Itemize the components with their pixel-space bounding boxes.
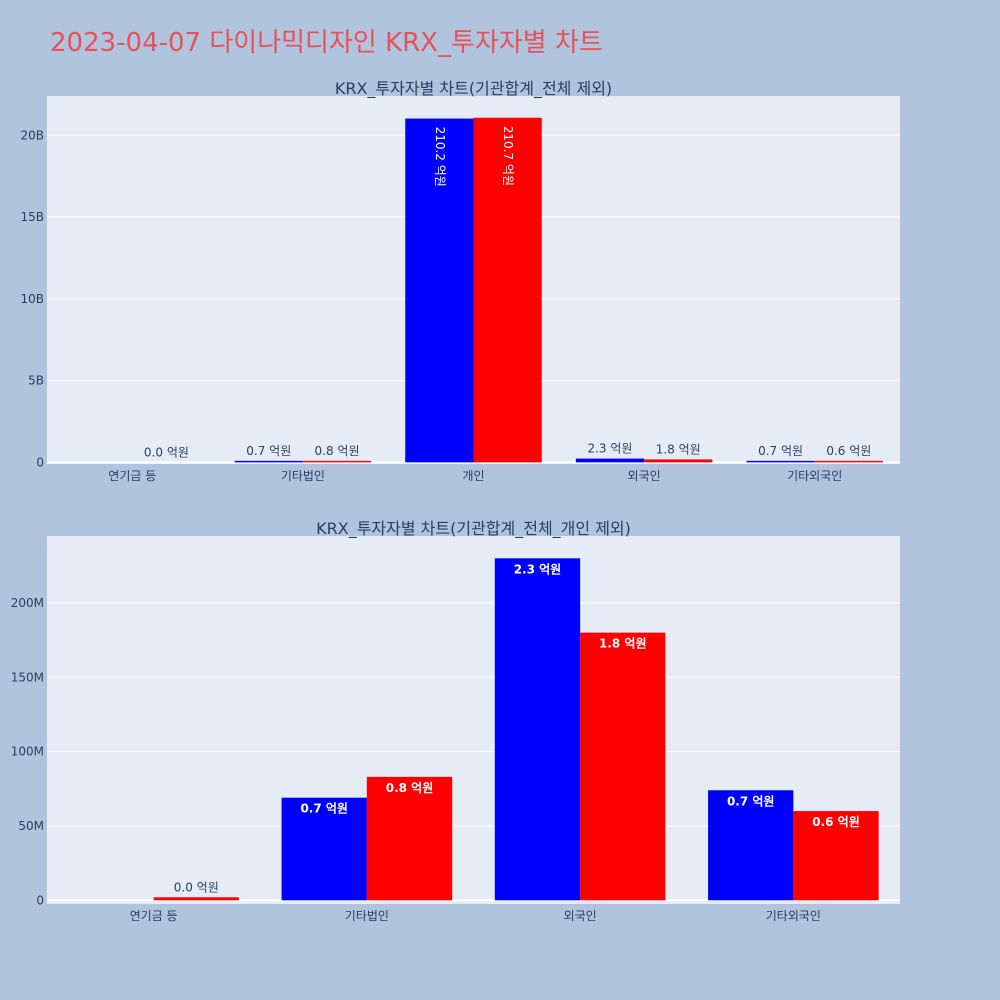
bar-sell: [580, 632, 666, 901]
y-tick-label: 0: [36, 455, 44, 469]
y-tick-label: 20B: [20, 128, 44, 142]
bar-sell: [153, 897, 239, 901]
bar-sell: [473, 117, 542, 463]
bar-label: 2.3 억원: [514, 562, 562, 576]
bar-label: 0.7 억원: [727, 794, 775, 808]
bar-sell: [366, 776, 453, 901]
chart-bottom-investor-excl-individual: KRX_투자자별 차트(기관합계_전체_개인 제외) 0 50M 100M 150M 20…: [11, 519, 900, 923]
bar-buy: [281, 797, 367, 901]
bar-label: 0.8 억원: [386, 781, 434, 795]
bar-sell: [302, 460, 372, 463]
y-tick-label: 15B: [20, 210, 44, 224]
bar-label: 1.8 억원: [656, 442, 701, 456]
y-tick-label: 150M: [11, 670, 44, 684]
x-tick-label: 외국인: [628, 469, 661, 483]
bar-label: 0.0 억원: [174, 880, 219, 894]
bar-buy: [746, 460, 815, 463]
bar-buy: [405, 118, 474, 463]
bar-label: 0.7 억원: [758, 444, 803, 458]
bar-buy: [494, 558, 581, 901]
bar-buy: [234, 460, 303, 463]
x-tick-label: 개인: [462, 469, 484, 483]
x-tick-label: 기타법인: [345, 909, 389, 923]
chart-title: KRX_투자자별 차트(기관합계_전체_개인 제외): [316, 519, 631, 539]
y-tick-label: 0: [36, 893, 44, 907]
x-tick-label: 연기금 등: [108, 469, 156, 483]
bar-label: 2.3 억원: [587, 442, 632, 456]
bar-label: 0.8 억원: [315, 444, 360, 458]
bar-sell: [644, 459, 713, 463]
x-tick-label: 외국인: [564, 909, 597, 923]
bar-label: 0.7 억원: [246, 444, 291, 458]
y-tick-label: 10B: [20, 292, 44, 306]
bar-label: 210.2 억원: [433, 127, 447, 187]
bar-buy: [708, 790, 794, 901]
bar-label: 0.0 억원: [144, 445, 189, 459]
y-tick-label: 200M: [11, 596, 44, 610]
chart-top-investor-all: KRX_투자자별 차트(기관합계_전체 제외) 0 5B 10B 15B 20B 연기금 등…: [20, 79, 900, 483]
bar-label: 0.6 억원: [812, 815, 860, 829]
bar-sell: [814, 460, 883, 463]
bar-buy: [575, 458, 645, 463]
x-tick-label: 기타법인: [281, 469, 325, 483]
bar-label: 0.7 억원: [300, 802, 348, 816]
x-tick-label: 기타외국인: [766, 909, 821, 923]
page-title: 2023-04-07 다이나믹디자인 KRX_투자자별 차트: [50, 28, 603, 58]
y-tick-label: 5B: [28, 374, 44, 388]
bar-label: 1.8 억원: [599, 637, 647, 651]
y-tick-label: 50M: [18, 819, 44, 833]
bar-label: 0.6 억원: [826, 444, 871, 458]
bar-label: 210.7 억원: [501, 126, 515, 186]
bar-sell: [793, 811, 879, 901]
chart-title: KRX_투자자별 차트(기관합계_전체 제외): [335, 79, 612, 99]
x-tick-label: 기타외국인: [787, 469, 842, 483]
x-tick-label: 연기금 등: [130, 909, 178, 923]
y-tick-label: 100M: [11, 745, 44, 759]
